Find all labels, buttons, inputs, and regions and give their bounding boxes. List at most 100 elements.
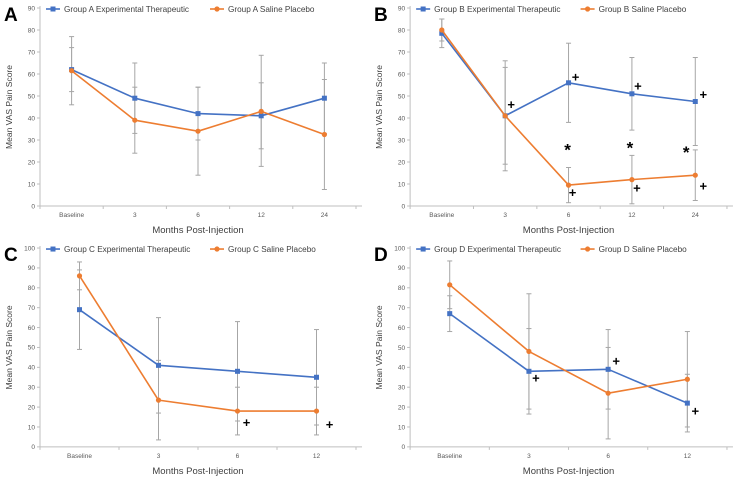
y-tick-label: 0 — [401, 444, 405, 451]
y-tick-label: 100 — [394, 245, 405, 252]
y-tick-label: 40 — [28, 115, 36, 122]
data-point-marker — [629, 177, 635, 183]
y-tick-label: 30 — [28, 385, 36, 392]
y-tick-label: 70 — [28, 305, 36, 312]
x-axis-title: Months Post-Injection — [152, 466, 243, 477]
legend-marker — [420, 246, 426, 252]
y-tick-label: 90 — [28, 5, 36, 12]
data-point-marker — [692, 172, 698, 178]
y-tick-label: 60 — [398, 325, 406, 332]
y-tick-label: 90 — [398, 265, 406, 272]
legend-label: Group B Experimental Therapeutic — [434, 5, 560, 14]
y-tick-label: 50 — [398, 345, 406, 352]
y-tick-label: 30 — [28, 137, 36, 144]
legend-label: Group D Saline Placebo — [599, 245, 688, 254]
y-tick-label: 0 — [31, 444, 35, 451]
x-tick-label: 6 — [606, 453, 610, 460]
x-tick-label: 12 — [313, 453, 321, 460]
data-point-marker — [566, 80, 572, 86]
x-tick-label: 12 — [684, 453, 692, 460]
annotation-plus: + — [633, 181, 641, 196]
x-tick-label: Baseline — [437, 453, 462, 460]
y-tick-label: 20 — [28, 404, 36, 411]
legend-entry: Group B Experimental Therapeutic — [416, 5, 560, 14]
series-line — [449, 312, 688, 404]
panel-c-chart: 0 10 20 30 40 50 60 70 80 90 100 Baseline 3 6 12 Mean V… — [4, 245, 362, 477]
annotation-plus: + — [569, 185, 577, 200]
y-tick-label: 50 — [398, 93, 406, 100]
annotation-asterisk: * — [564, 141, 571, 160]
x-tick-label: 3 — [527, 453, 531, 460]
legend-label: Group B Saline Placebo — [599, 5, 687, 14]
panel-b-chart: 0 10 20 30 40 50 60 70 80 90 Baseline 3 6 12 24 Mean VA… — [374, 5, 733, 236]
legend-label: Group A Saline Placebo — [228, 5, 315, 14]
data-point-marker — [313, 408, 320, 414]
legend-marker — [584, 246, 591, 252]
y-tick-label: 90 — [28, 265, 36, 272]
x-axis-title: Months Post-Injection — [523, 466, 614, 477]
data-point-marker — [605, 366, 611, 372]
annotation-plus: + — [243, 415, 251, 430]
y-axis-title: Mean VAS Pain Score — [374, 305, 384, 389]
y-tick-label: 20 — [28, 159, 36, 166]
legend-marker — [214, 246, 220, 252]
y-tick-label: 60 — [398, 71, 406, 78]
data-point-marker — [69, 68, 75, 74]
data-point-marker — [235, 368, 240, 374]
data-point-marker — [439, 27, 445, 33]
data-point-marker — [526, 348, 532, 355]
panel-letter: D — [374, 245, 388, 266]
x-tick-label: 3 — [133, 212, 137, 219]
annotation-plus: + — [612, 354, 620, 369]
y-tick-label: 10 — [398, 424, 406, 431]
y-tick-label: 90 — [398, 5, 406, 12]
legend-label: Group A Experimental Therapeutic — [64, 5, 189, 14]
legend-entry: Group C Experimental Therapeutic — [46, 245, 190, 254]
legend-marker — [584, 6, 591, 12]
data-point-marker — [132, 117, 138, 123]
legend-marker — [50, 246, 56, 252]
data-point-marker — [684, 376, 690, 382]
y-axis-title: Mean VAS Pain Score — [374, 65, 384, 149]
data-point-marker — [195, 128, 201, 134]
x-tick-label: Baseline — [59, 212, 84, 219]
data-point-marker — [132, 95, 138, 101]
y-axis-title: Mean VAS Pain Score — [4, 305, 14, 389]
panel-c: 0 10 20 30 40 50 60 70 80 90 100 Baseline 3 6 12 Mean V… — [0, 240, 370, 481]
y-tick-label: 20 — [398, 404, 406, 411]
x-tick-label: 6 — [196, 212, 200, 219]
data-point-marker — [321, 131, 327, 138]
y-tick-label: 40 — [28, 365, 36, 372]
panel-d: 0 10 20 30 40 50 60 70 80 90 100 Baseline 3 6 12 Mean V… — [370, 240, 741, 481]
series-line — [449, 284, 688, 394]
data-point-marker — [155, 397, 162, 403]
series-line — [79, 309, 317, 379]
annotation-plus: + — [507, 97, 515, 112]
annotation-plus: + — [699, 87, 707, 102]
annotation-plus: + — [692, 403, 700, 418]
annotation-plus: + — [634, 78, 642, 93]
legend-entry: Group A Saline Placebo — [210, 5, 315, 14]
legend-entry: Group C Saline Placebo — [210, 245, 316, 254]
data-point-marker — [314, 374, 319, 380]
panel-letter: C — [4, 245, 18, 266]
x-axis-title: Months Post-Injection — [152, 225, 243, 236]
data-point-marker — [77, 307, 82, 313]
data-point-marker — [684, 400, 690, 406]
y-tick-label: 10 — [398, 181, 406, 188]
y-tick-label: 80 — [28, 27, 36, 34]
y-tick-label: 60 — [28, 325, 36, 332]
legend-label: Group C Saline Placebo — [228, 245, 316, 254]
data-point-marker — [258, 113, 264, 119]
data-point-marker — [258, 108, 264, 114]
data-point-marker — [321, 95, 327, 101]
x-tick-label: 3 — [157, 453, 161, 460]
data-point-marker — [565, 182, 572, 188]
panel-d-chart: 0 10 20 30 40 50 60 70 80 90 100 Baseline 3 6 12 Mean V… — [374, 245, 733, 477]
legend-label: Group C Experimental Therapeutic — [64, 245, 190, 254]
y-tick-label: 10 — [28, 424, 36, 431]
annotation-plus: + — [699, 178, 707, 193]
y-tick-label: 100 — [24, 245, 35, 252]
x-tick-label: 12 — [258, 212, 266, 219]
x-tick-label: 6 — [567, 212, 571, 219]
